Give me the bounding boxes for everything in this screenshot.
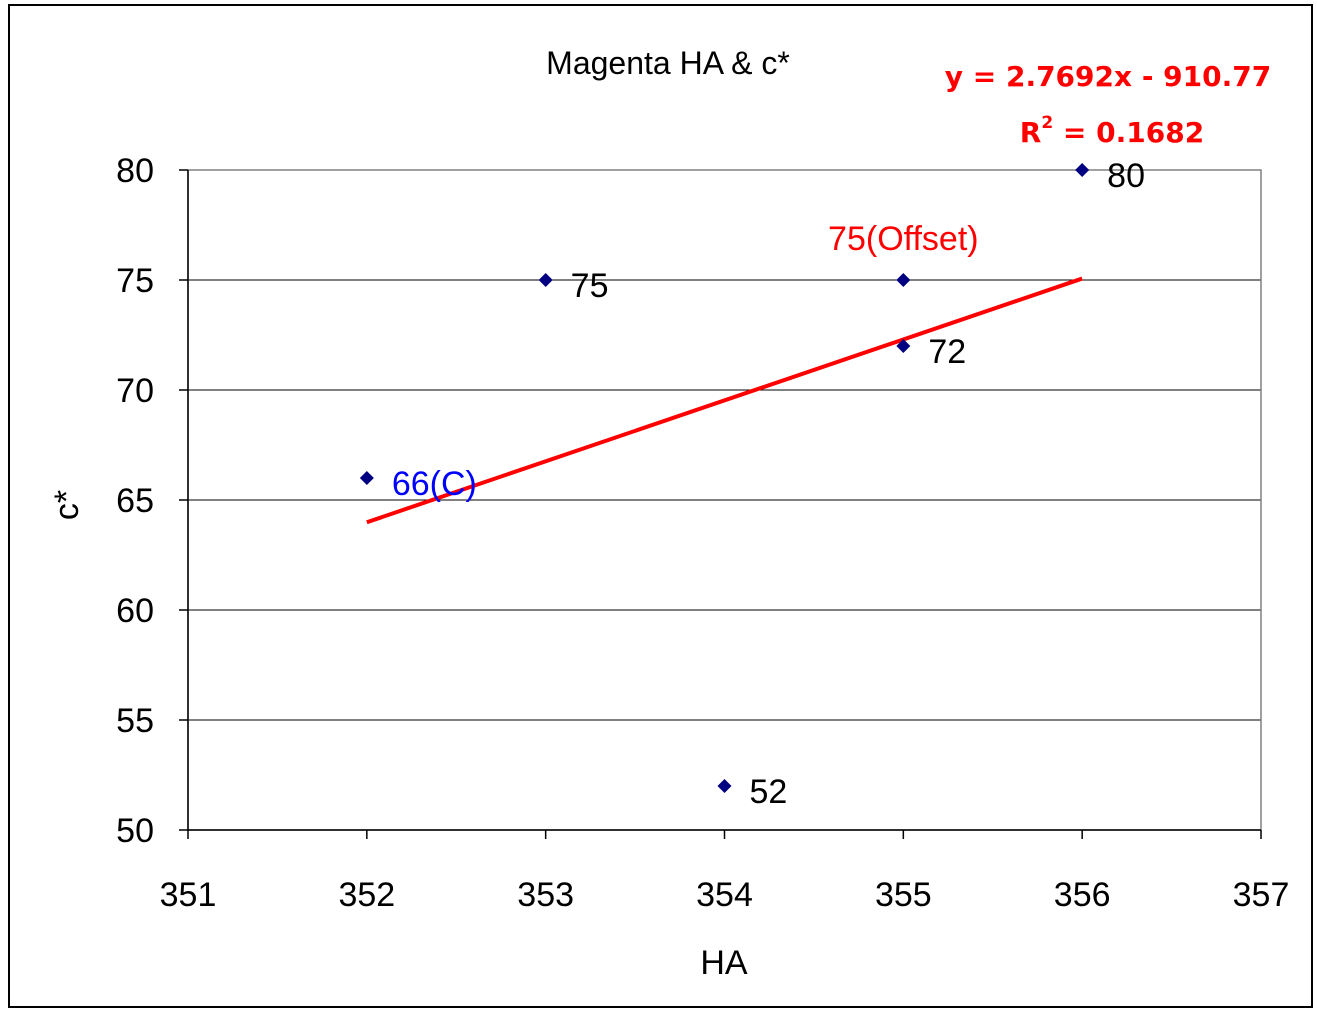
data-label: 52 — [750, 773, 788, 811]
data-label: 75 — [571, 267, 609, 305]
data-point — [717, 779, 732, 793]
data-point — [896, 339, 911, 353]
r2-exponent: 2 — [1041, 113, 1053, 133]
y-tick-label: 55 — [116, 702, 154, 740]
data-point — [359, 471, 374, 485]
x-tick-label: 354 — [696, 876, 753, 914]
data-label: 80 — [1107, 157, 1145, 195]
x-axis-title: HA — [700, 944, 748, 982]
x-tick-label: 353 — [517, 876, 574, 914]
x-tick-labels: 351 352 353 354 355 356 357 — [160, 876, 1290, 914]
x-tick-label: 351 — [160, 876, 217, 914]
data-label: 72 — [928, 333, 966, 371]
x-tick-label: 356 — [1054, 876, 1111, 914]
data-point — [538, 273, 553, 287]
data-label: 66(C) — [392, 465, 477, 503]
y-tick-label: 60 — [116, 592, 154, 630]
data-labels: 66(C) 75 52 72 75(Offset) 80 — [392, 157, 1145, 811]
y-tick-label: 70 — [116, 372, 154, 410]
y-tick-label: 50 — [116, 812, 154, 850]
axes — [179, 169, 1262, 839]
x-tick-label: 352 — [338, 876, 395, 914]
y-tick-label: 80 — [116, 152, 154, 190]
r2-value: = 0.1682 — [1053, 116, 1204, 149]
y-tick-label: 65 — [116, 482, 154, 520]
trendline-r-squared: R2 = 0.1682 — [1020, 113, 1204, 149]
chart-title: Magenta HA & c* — [546, 45, 790, 81]
y-axis-title: c* — [48, 490, 86, 520]
trendline-equation: y = 2.7692x - 910.77 — [945, 60, 1271, 93]
y-tick-labels: 50 55 60 65 70 75 80 — [116, 152, 154, 850]
trendline — [366, 276, 1083, 525]
x-tick-label: 355 — [875, 876, 932, 914]
data-label: 75(Offset) — [828, 220, 979, 258]
chart-frame — [8, 4, 1313, 1008]
data-point — [1075, 163, 1090, 177]
data-point — [896, 273, 911, 287]
data-markers — [359, 163, 1090, 793]
x-tick-label: 357 — [1233, 876, 1290, 914]
y-tick-label: 75 — [116, 262, 154, 300]
r2-prefix: R — [1020, 116, 1042, 149]
gridlines — [188, 169, 1261, 721]
